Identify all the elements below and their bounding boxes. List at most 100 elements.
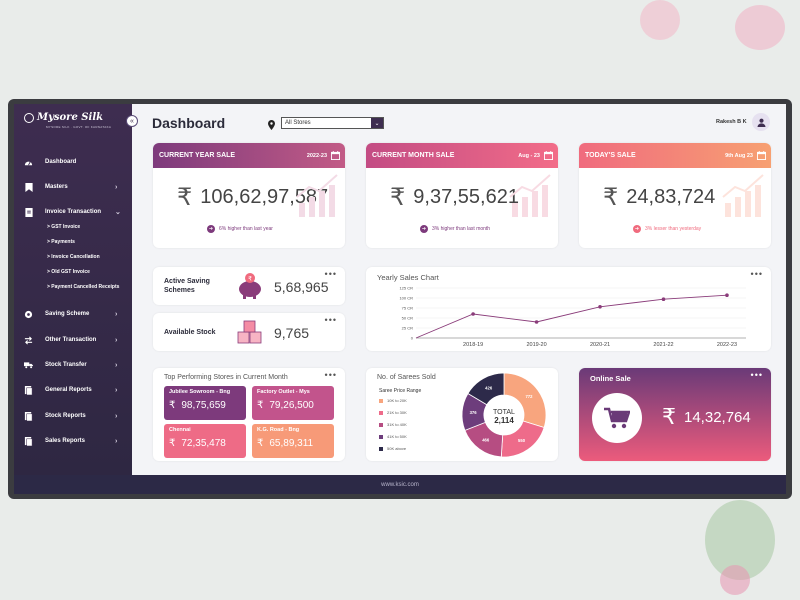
shopping-cart-icon: [604, 407, 630, 429]
kpi-title: TODAY'S SALE: [585, 152, 636, 159]
legend-swatch: [379, 422, 383, 427]
legend-title: Saree Price Range: [379, 388, 422, 394]
sarees-sold-card: No. of Sarees Sold Saree Price Range 10K…: [366, 368, 558, 461]
growth-chart-icon: [722, 174, 764, 217]
sidebar-item-stock-transfer[interactable]: Stock Transfer ›: [14, 358, 132, 372]
background-flower-decoration: [720, 565, 750, 595]
sidebar-item-general-reports[interactable]: General Reports ›: [14, 383, 132, 397]
yearly-sales-chart-card: Yearly Sales Chart ••• 125 CR 100 CR 75 CR…: [366, 267, 771, 351]
legend-swatch: [379, 410, 383, 415]
calendar-icon[interactable]: [757, 151, 766, 160]
collapse-sidebar-button[interactable]: «: [126, 115, 138, 127]
kpi-card-current-year: CURRENT YEAR SALE 2022-23 ₹106,62,97,587…: [153, 143, 345, 248]
calendar-icon[interactable]: [331, 151, 340, 160]
x-tick-label: 2020-21: [590, 342, 610, 348]
trend-up-icon: ➜: [420, 225, 428, 233]
more-options-button[interactable]: •••: [324, 269, 337, 279]
saving-label-line1: Active Saving: [164, 278, 210, 285]
more-options-button[interactable]: •••: [324, 315, 337, 325]
submenu-payments[interactable]: > Payments: [47, 239, 75, 245]
store-value-row: ₹65,89,311: [257, 438, 329, 449]
monitor-frame: Mysore Silk MYSORE SILK · GOVT. OF KARNA…: [8, 99, 792, 499]
background-flower-decoration: [640, 0, 680, 40]
y-tick-label: 25 CR: [402, 326, 413, 331]
avatar[interactable]: [752, 113, 770, 131]
kpi-title: CURRENT MONTH SALE: [372, 152, 455, 159]
x-tick-label: 2022-23: [717, 342, 737, 348]
more-options-button[interactable]: •••: [750, 269, 763, 279]
saving-label-line2: Schemes: [164, 287, 195, 294]
data-point: [598, 305, 602, 309]
store-value: 79,26,500: [269, 400, 314, 411]
data-point: [534, 320, 539, 324]
sidebar-item-invoice-transaction[interactable]: Invoice Transaction ⌄: [14, 205, 132, 219]
page-title: Dashboard: [152, 115, 226, 131]
sidebar-item-label: Other Transaction: [45, 337, 97, 343]
legend-item: 50K above: [379, 446, 406, 451]
dashboard-icon: [24, 158, 33, 167]
top-stores-card: Top Performing Stores in Current Month •…: [153, 368, 345, 461]
more-options-button[interactable]: •••: [750, 370, 763, 380]
sidebar-item-other-transaction[interactable]: Other Transaction ›: [14, 333, 132, 347]
store-value-row: ₹98,75,659: [169, 400, 241, 411]
store-select[interactable]: All Stores ⌄: [281, 117, 384, 129]
brand-name: Mysore Silk: [37, 112, 104, 123]
slice-label: 772: [525, 394, 533, 399]
store-value: 65,89,311: [269, 438, 314, 449]
data-point: [471, 312, 475, 316]
store-name: Jubilee Sowroom - Bng: [169, 389, 231, 395]
sidebar-item-saving-scheme[interactable]: Saving Scheme ›: [14, 307, 132, 321]
brand-subtitle: MYSORE SILK · GOVT. OF KARNATAKA: [46, 125, 112, 129]
kpi-period: 9th Aug 23: [725, 152, 753, 159]
submenu-old-gst-invoice[interactable]: > Old GST Invoice: [47, 269, 90, 275]
chart-title: Yearly Sales Chart: [377, 273, 439, 282]
sidebar-item-sales-reports[interactable]: Sales Reports ›: [14, 434, 132, 448]
kpi-card-header: CURRENT MONTH SALE Aug - 23: [366, 143, 558, 168]
legend-item: 21K to 30K: [379, 410, 407, 415]
store-tile[interactable]: Chennai ₹72,35,478: [164, 424, 246, 458]
kpi-card-header: TODAY'S SALE 9th Aug 23: [579, 143, 771, 168]
store-tile[interactable]: K.G. Road - Bng ₹65,89,311: [252, 424, 334, 458]
sidebar-item-label: Invoice Transaction: [45, 209, 102, 215]
kpi-note-text: 6% higher than last year: [219, 226, 273, 232]
chevron-right-icon: ›: [115, 437, 118, 445]
y-tick-label: 100 CR: [399, 296, 413, 301]
store-tile[interactable]: Jubilee Sowroom - Bng ₹98,75,659: [164, 386, 246, 420]
rupee-icon: ₹: [169, 400, 176, 411]
stock-value: 9,765: [274, 325, 310, 341]
dashboard-screen: Mysore Silk MYSORE SILK · GOVT. OF KARNA…: [14, 104, 786, 475]
footer-link[interactable]: www.ksic.com: [381, 481, 419, 488]
kpi-trend-note: ➜ 3% higher than last month: [420, 225, 490, 233]
more-options-button[interactable]: •••: [324, 370, 337, 380]
legend-label: 50K above: [387, 446, 407, 451]
location-pin-icon: [268, 117, 275, 135]
submenu-invoice-cancellation[interactable]: > Invoice Cancellation: [47, 254, 100, 260]
logo-emblem-icon: [24, 112, 34, 123]
legend-item: 10K to 20K: [379, 398, 407, 403]
donut-total-label: TOTAL: [493, 409, 515, 416]
donut-center: [485, 396, 523, 434]
data-point: [661, 297, 666, 301]
growth-chart-icon: [296, 174, 338, 217]
brand-logo[interactable]: Mysore Silk: [24, 112, 103, 123]
sidebar-item-stock-reports[interactable]: Stock Reports ›: [14, 409, 132, 423]
sidebar-item-masters[interactable]: Masters ›: [14, 180, 132, 194]
submenu-payment-cancelled-receipts[interactable]: > Payment Cancelled Receipts: [47, 284, 120, 290]
rupee-icon: ₹: [603, 184, 619, 211]
store-tile[interactable]: Factory Outlet - Mys ₹79,26,500: [252, 386, 334, 420]
y-tick-label: 0: [411, 336, 414, 341]
kpi-card-header: CURRENT YEAR SALE 2022-23: [153, 143, 345, 168]
sidebar-item-dashboard[interactable]: Dashboard: [14, 155, 132, 169]
reports-icon: [24, 385, 33, 395]
chevron-down-icon[interactable]: ⌄: [371, 118, 383, 128]
calendar-icon[interactable]: [544, 151, 553, 160]
y-tick-label: 75 CR: [402, 306, 413, 311]
store-name: Factory Outlet - Mys: [257, 389, 310, 395]
submenu-gst-invoice[interactable]: > GST Invoice: [47, 224, 81, 230]
rupee-icon: ₹: [662, 404, 676, 429]
x-tick-label: 2021-22: [653, 342, 673, 348]
rupee-icon: ₹: [177, 184, 193, 211]
trend-down-icon: ➜: [633, 225, 641, 233]
x-tick-label: 2018-19: [463, 342, 483, 348]
